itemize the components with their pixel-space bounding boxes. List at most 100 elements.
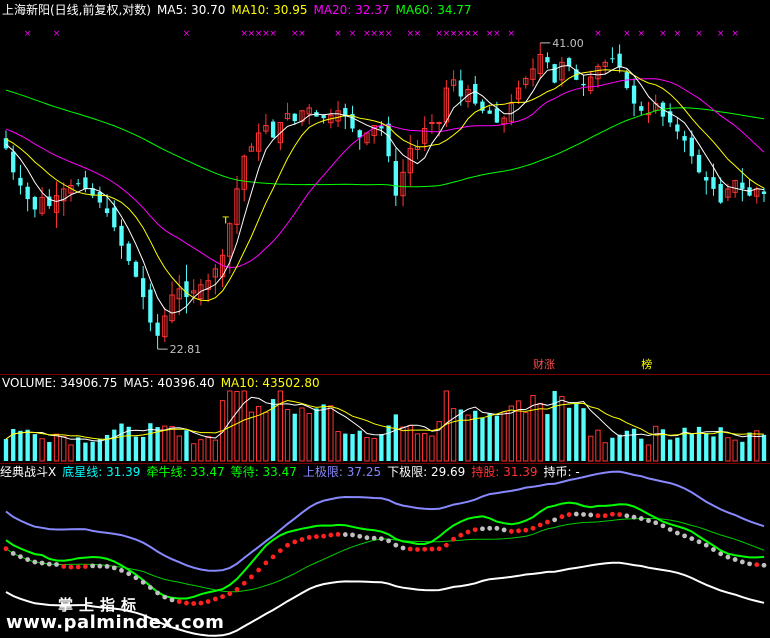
- candle-body: [321, 115, 326, 119]
- volume-bar: [241, 390, 247, 462]
- candle-body: [696, 154, 702, 173]
- volume-bar: [263, 411, 269, 462]
- volume-legend-item: MA5: 40396.40: [123, 376, 215, 390]
- candle-body: [53, 195, 60, 213]
- candle-body: [277, 122, 283, 144]
- hold-signal-dot: [602, 513, 608, 519]
- volume-bar: [32, 434, 38, 461]
- volume-bar: [119, 423, 124, 461]
- candle-body: [292, 113, 297, 122]
- hold-signal-dot: [54, 562, 59, 567]
- price-chart[interactable]: × × × × × × × × × × × × × × × × × × × × × × × × × × × × × × × × × × ×41.00…: [0, 0, 770, 374]
- candle-body: [119, 225, 124, 246]
- hold-signal-dot: [682, 533, 687, 539]
- hold-signal-dot: [516, 528, 521, 534]
- volume-bar: [682, 427, 687, 461]
- volume-panel: VOLUME: 34906.75 MA5: 40396.40 MA10: 43502…: [0, 375, 770, 463]
- hold-signal-dot: [111, 565, 117, 571]
- indicator-chart[interactable]: [0, 464, 770, 638]
- divider: [0, 463, 770, 464]
- volume-legend-item: VOLUME: 34906.75: [2, 376, 118, 390]
- hold-signal-dot: [10, 551, 16, 556]
- candle-body: [248, 146, 255, 152]
- volume-bar: [645, 444, 652, 462]
- volume-bar: [574, 403, 579, 461]
- volume-bar: [610, 437, 615, 461]
- volume-bar: [639, 438, 644, 461]
- volume-bar: [68, 444, 74, 462]
- hold-signal-dot: [443, 542, 449, 548]
- hold-signal-dot: [674, 530, 680, 536]
- signal-x-marker: ×: [183, 29, 191, 39]
- volume-bar: [458, 409, 463, 461]
- hold-signal-dot: [646, 518, 651, 524]
- hold-signal-dot: [104, 564, 110, 569]
- candle-body: [227, 223, 233, 257]
- candle-body: [350, 114, 355, 129]
- hold-signal-dot: [306, 535, 312, 540]
- hold-signal-dot: [732, 557, 738, 562]
- hold-signal-dot: [761, 562, 767, 568]
- volume-bar: [473, 410, 478, 461]
- volume-bar: [617, 434, 622, 461]
- volume-bar: [414, 433, 421, 462]
- candle-body: [90, 188, 95, 196]
- volume-bar: [61, 436, 67, 462]
- volume-bar: [754, 430, 760, 462]
- signal-x-marker: ×: [414, 29, 422, 39]
- signal-x-marker: ×: [378, 29, 386, 39]
- signal-x-marker: ×: [406, 29, 414, 39]
- hold-signal-dot: [162, 594, 168, 600]
- signal-x-marker: ×: [493, 29, 501, 39]
- signal-x-marker: ×: [695, 29, 703, 39]
- candle-body: [61, 188, 67, 202]
- volume-bar: [39, 438, 45, 462]
- signal-x-marker: ×: [248, 29, 256, 39]
- signal-x-marker: ×: [457, 29, 465, 39]
- hold-signal-dot: [422, 546, 428, 552]
- volume-bar: [595, 429, 601, 462]
- candle-body: [97, 191, 103, 203]
- volume-bar: [11, 428, 16, 461]
- volume-bar: [487, 413, 492, 461]
- hold-signal-dot: [530, 525, 536, 531]
- candle-body: [306, 107, 312, 115]
- volume-bar: [653, 425, 659, 462]
- hold-signal-dot: [667, 527, 673, 532]
- volume-bar: [97, 438, 103, 461]
- volume-bar: [248, 411, 255, 462]
- volume-bar: [176, 435, 182, 462]
- volume-bar: [465, 414, 471, 462]
- signal-x-marker: ×: [370, 29, 378, 39]
- indicator-legend-item: 牵牛线: 33.47: [146, 465, 225, 479]
- signal-x-marker: ×: [53, 29, 61, 39]
- hold-signal-dot: [220, 594, 225, 600]
- price-legend-item: 上海新阳(日线,前复权,对数): [2, 3, 151, 17]
- signal-x-marker: ×: [717, 29, 725, 39]
- candle-body: [639, 106, 644, 111]
- hold-signal-dot: [407, 546, 413, 552]
- hold-signal-dot: [292, 539, 298, 545]
- volume-bar: [581, 408, 586, 461]
- candle-body: [501, 117, 507, 125]
- candle-body: [761, 191, 767, 194]
- hold-signal-dot: [465, 529, 471, 535]
- volume-chart[interactable]: [0, 375, 770, 463]
- volume-bar: [306, 413, 312, 462]
- candle-body: [602, 61, 608, 67]
- signal-x-marker: ×: [269, 29, 277, 39]
- hold-signal-dot: [140, 579, 146, 585]
- hold-signal-dot: [133, 575, 139, 581]
- volume-bar: [148, 423, 153, 461]
- signal-x-marker: ×: [464, 29, 472, 39]
- volume-bar: [501, 411, 507, 462]
- volume-bar: [675, 437, 680, 461]
- ma60-line: [5, 89, 765, 188]
- volume-ma10-line: [5, 399, 765, 440]
- candle-body: [176, 288, 182, 300]
- volume-bar: [76, 437, 81, 461]
- candle-body: [140, 278, 146, 298]
- ma10-line: [5, 69, 765, 302]
- volume-bar: [740, 441, 745, 461]
- hold-signal-dot: [595, 513, 601, 519]
